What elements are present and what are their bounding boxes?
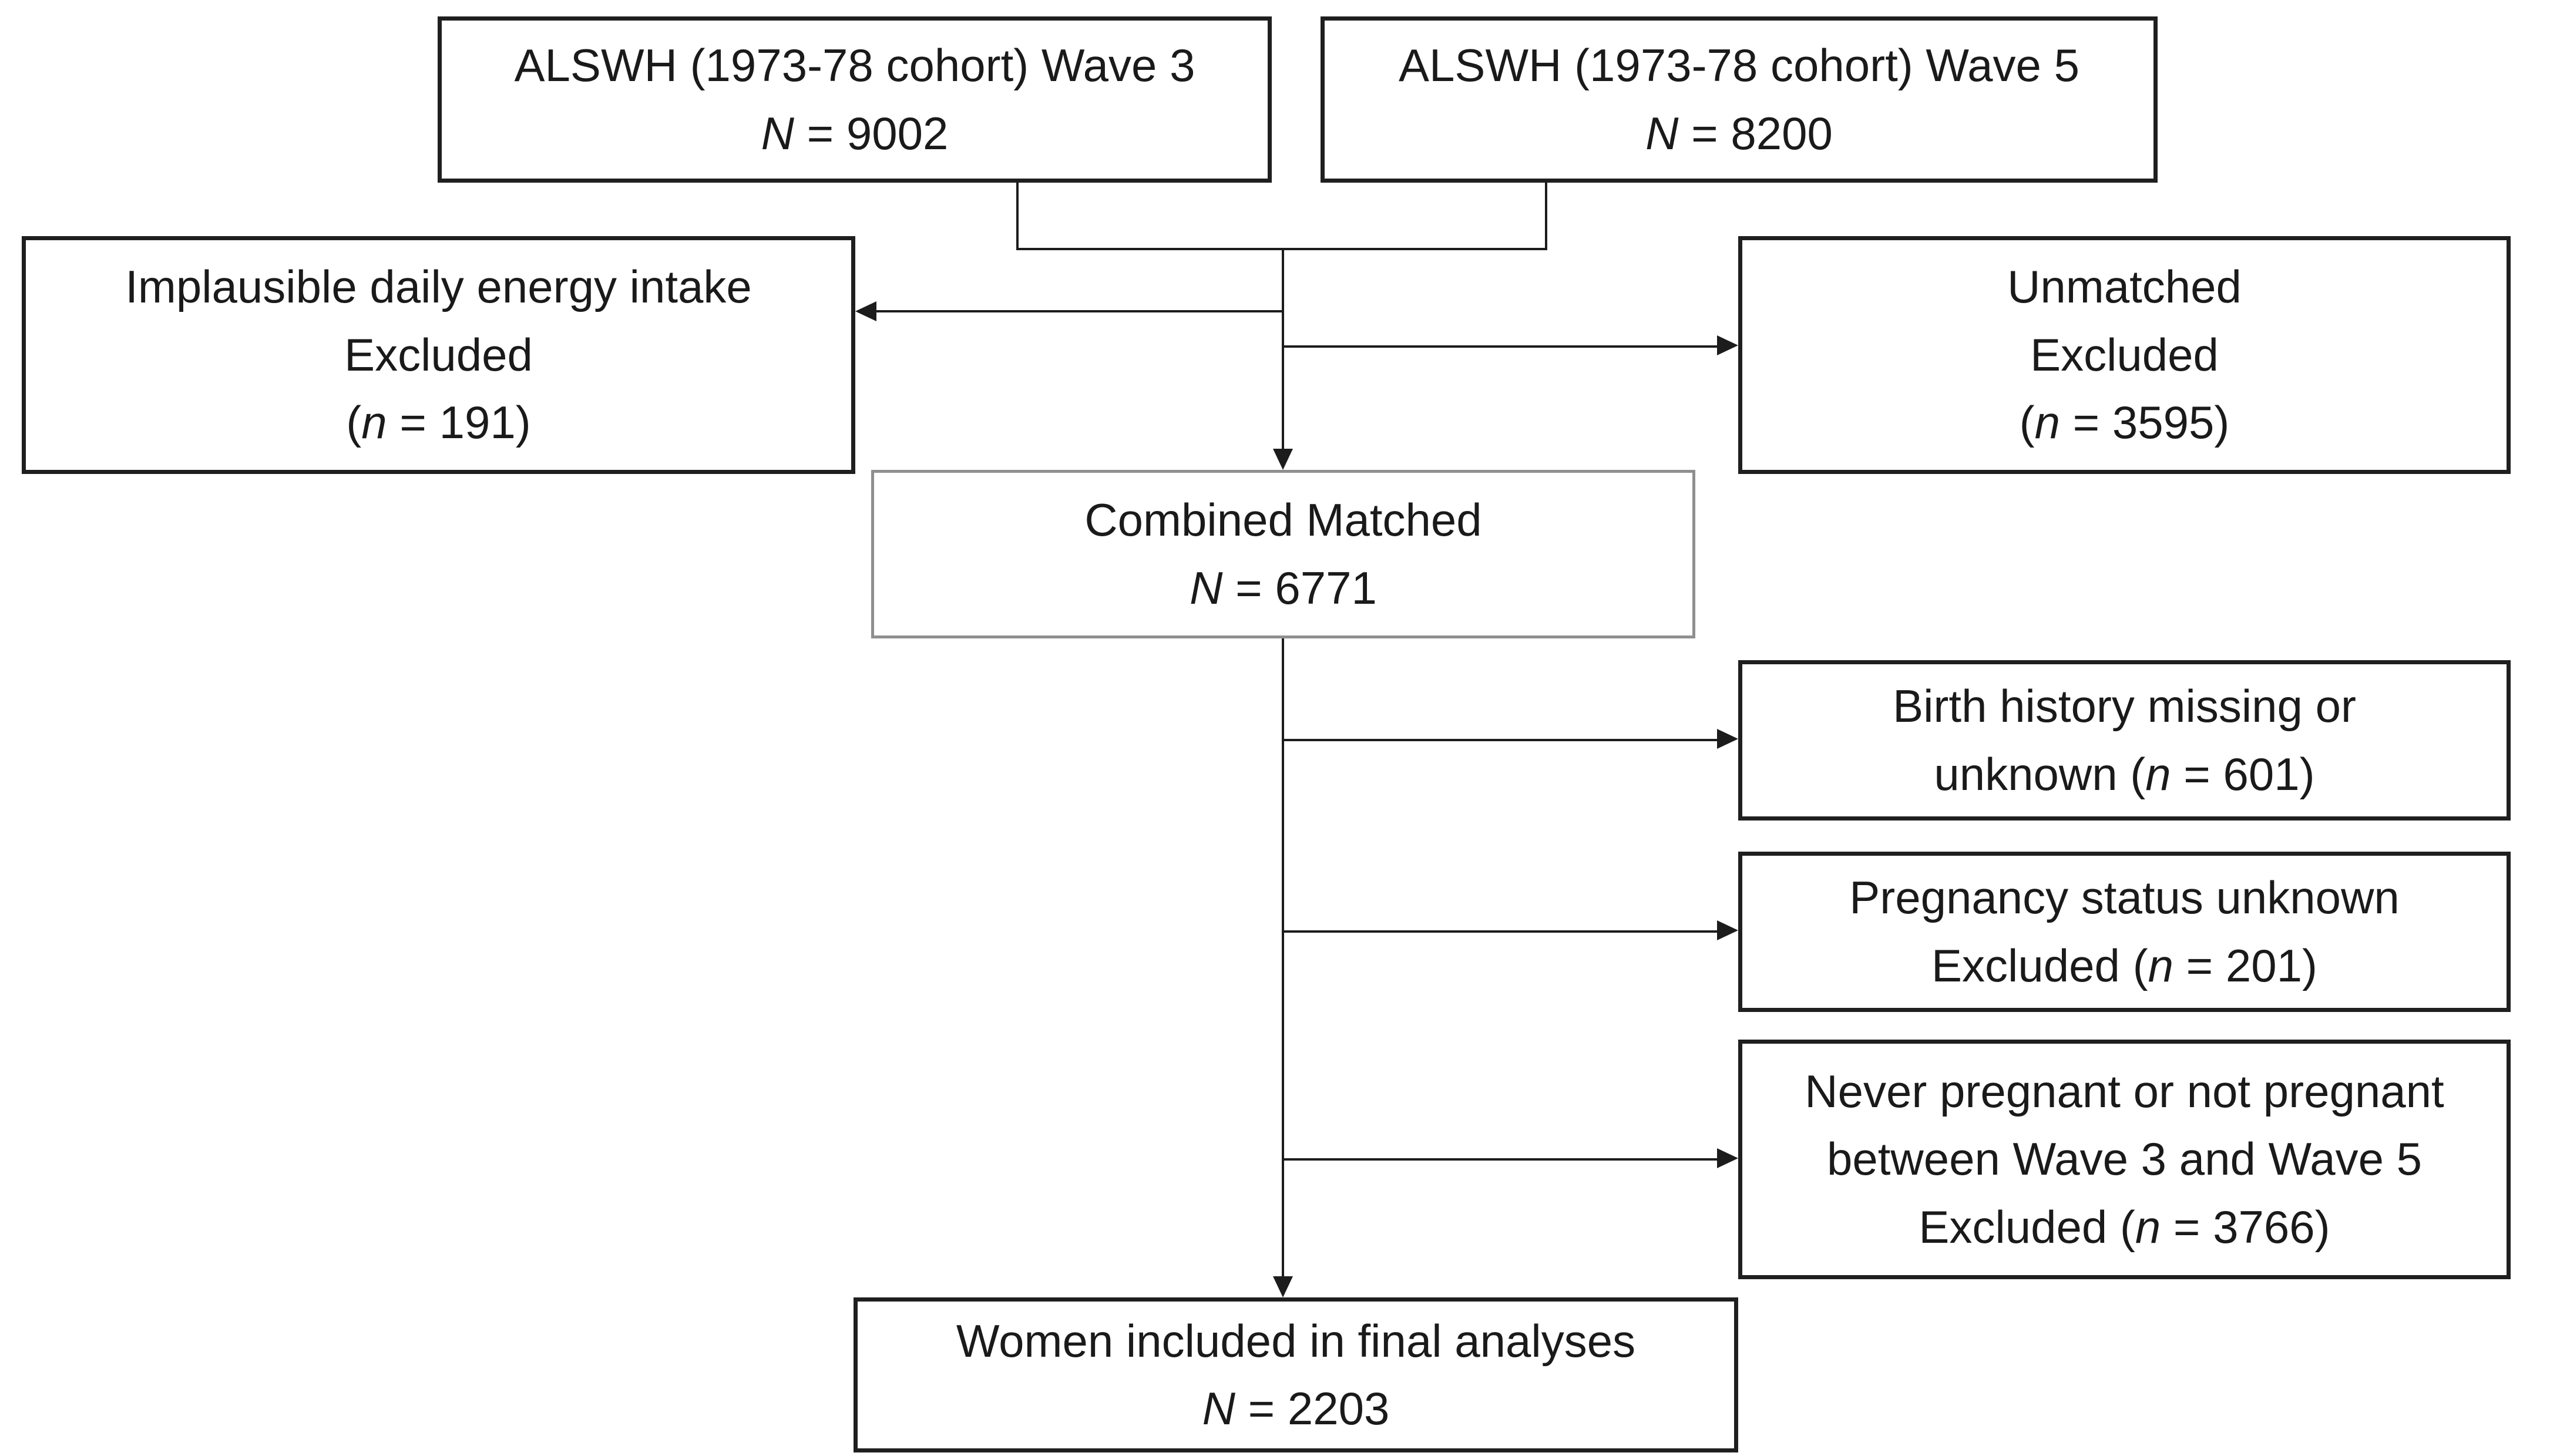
text-segment: = 201) xyxy=(2173,939,2317,991)
arrow-left-to-implausible-icon xyxy=(855,301,876,321)
text-segment: = 191) xyxy=(387,396,531,449)
spine-top-line xyxy=(1282,248,1284,452)
arrow-right-to-birth-icon xyxy=(1717,729,1738,749)
box-text-line: Excluded (n = 3766) xyxy=(1919,1193,2330,1261)
italic-variable: N xyxy=(1645,107,1679,159)
text-segment: Women included in final analyses xyxy=(956,1314,1636,1367)
box-text-line: N = 8200 xyxy=(1645,100,1833,167)
text-segment: ALSWH (1973-78 cohort) Wave 5 xyxy=(1399,39,2079,92)
box-pregnancy-status-unknown: Pregnancy status unknown Excluded (n = 20… xyxy=(1738,852,2511,1012)
box-wave3: ALSWH (1973-78 cohort) Wave 3 N = 9002 xyxy=(438,16,1272,183)
text-segment: Combined Matched xyxy=(1084,494,1482,546)
bracket-left-line xyxy=(1016,183,1019,250)
arrow-right-to-unmatched-icon xyxy=(1717,335,1738,355)
italic-variable: n xyxy=(2148,939,2173,991)
italic-variable: n xyxy=(2135,1201,2161,1253)
text-segment: = 8200 xyxy=(1678,107,1833,159)
italic-variable: N xyxy=(1202,1383,1235,1434)
box-never-pregnant-excluded: Never pregnant or not pregnant between Wa… xyxy=(1738,1040,2511,1279)
arrow-line-to-implausible xyxy=(875,310,1284,312)
box-text-line: Birth history missing or xyxy=(1893,672,2356,740)
arrow-right-to-pregnancy-icon xyxy=(1717,920,1738,940)
arrow-down-to-combined-icon xyxy=(1273,449,1293,470)
text-segment: Excluded ( xyxy=(1919,1201,2135,1253)
text-segment: ( xyxy=(2019,396,2035,449)
box-text-line: N = 2203 xyxy=(1202,1375,1390,1442)
arrow-line-to-pregnancy xyxy=(1283,930,1718,933)
text-segment: ( xyxy=(346,396,362,449)
box-text-line: Excluded (n = 201) xyxy=(1931,932,2317,1000)
italic-variable: n xyxy=(2145,748,2171,800)
box-text-line: Never pregnant or not pregnant xyxy=(1805,1058,2444,1125)
text-segment: Unmatched xyxy=(2007,261,2242,313)
box-combined-matched: Combined Matched N = 6771 xyxy=(871,470,1695,638)
italic-variable: N xyxy=(761,107,794,159)
box-text-line: Pregnancy status unknown xyxy=(1849,864,2400,932)
text-segment: Pregnancy status unknown xyxy=(1849,872,2400,924)
box-text-line: (n = 191) xyxy=(346,389,530,456)
arrow-down-to-final-icon xyxy=(1273,1276,1293,1297)
arrow-right-to-never-icon xyxy=(1717,1148,1738,1168)
text-segment: Excluded xyxy=(2030,328,2219,381)
italic-variable: N xyxy=(1190,561,1223,614)
box-text-line: ALSWH (1973-78 cohort) Wave 5 xyxy=(1399,32,2079,99)
text-segment: ALSWH (1973-78 cohort) Wave 3 xyxy=(514,39,1195,92)
box-text-line: Implausible daily energy intake xyxy=(125,253,752,321)
box-text-line: Excluded xyxy=(2030,321,2219,389)
text-segment: = 9002 xyxy=(794,107,949,159)
box-text-line: (n = 3595) xyxy=(2020,389,2230,456)
text-segment: Excluded xyxy=(344,328,533,381)
text-segment: = 601) xyxy=(2171,748,2315,800)
box-unmatched-excluded: Unmatched Excluded (n = 3595) xyxy=(1738,236,2511,474)
box-text-line: N = 9002 xyxy=(761,100,949,167)
bracket-right-line xyxy=(1545,183,1547,250)
box-text-line: Women included in final analyses xyxy=(956,1307,1635,1375)
box-text-line: ALSWH (1973-78 cohort) Wave 3 xyxy=(515,32,1195,99)
text-segment: Birth history missing or xyxy=(1893,680,2356,732)
text-segment: = 6771 xyxy=(1222,561,1377,614)
box-text-line: N = 6771 xyxy=(1190,554,1377,622)
text-segment: Implausible daily energy intake xyxy=(125,261,752,313)
text-segment: unknown ( xyxy=(1934,748,2146,800)
text-segment: Excluded ( xyxy=(1931,939,2148,991)
text-segment: between Wave 3 and Wave 5 xyxy=(1826,1133,2423,1185)
text-segment: = 2203 xyxy=(1235,1383,1390,1434)
text-segment: Never pregnant or not pregnant xyxy=(1805,1065,2444,1117)
box-text-line: Unmatched xyxy=(2007,253,2242,321)
box-wave5: ALSWH (1973-78 cohort) Wave 5 N = 8200 xyxy=(1321,16,2158,183)
box-text-line: Excluded xyxy=(344,321,533,389)
box-text-line: unknown (n = 601) xyxy=(1934,741,2314,808)
text-segment: = 3766) xyxy=(2161,1201,2330,1253)
italic-variable: n xyxy=(2034,396,2060,449)
arrow-line-to-unmatched xyxy=(1283,345,1718,348)
spine-bottom-line xyxy=(1282,638,1284,1279)
text-segment: = 3595) xyxy=(2060,396,2230,449)
box-text-line: Combined Matched xyxy=(1084,486,1481,554)
arrow-line-to-never xyxy=(1283,1158,1718,1161)
box-text-line: between Wave 3 and Wave 5 xyxy=(1827,1125,2422,1193)
arrow-line-to-birth xyxy=(1283,739,1718,741)
box-final-analyses: Women included in final analyses N = 2203 xyxy=(854,1297,1738,1452)
italic-variable: n xyxy=(361,396,387,449)
box-implausible-excluded: Implausible daily energy intake Excluded (… xyxy=(22,236,855,474)
box-birth-history-missing: Birth history missing or unknown (n = 601… xyxy=(1738,660,2511,821)
